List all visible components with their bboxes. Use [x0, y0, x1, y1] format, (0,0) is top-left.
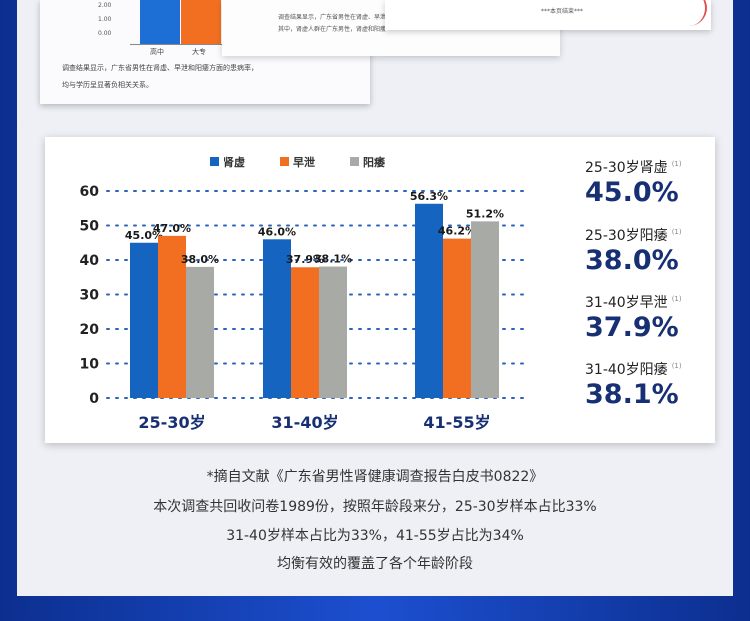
- y-tick-label: 50: [80, 219, 100, 235]
- data-label: 51.2%: [466, 207, 504, 220]
- doc-text-line: 均与学历呈显著负相关关系。: [62, 81, 153, 89]
- side-stat-value: 38.1%: [585, 379, 679, 410]
- bar: [263, 239, 291, 398]
- data-label: 47.0%: [153, 222, 191, 235]
- data-label: 56.3%: [410, 190, 448, 203]
- doc-axis-line: [130, 44, 240, 45]
- bar: [471, 221, 499, 398]
- side-stat-value: 38.0%: [585, 245, 679, 276]
- side-stat-item: 31-40岁阳痿 (1) 38.1%: [585, 359, 682, 410]
- x-tick-label: 25-30岁: [138, 413, 205, 432]
- doc-bar-orange: [181, 0, 221, 44]
- y-tick-label: 60: [80, 184, 100, 200]
- doc-red-stamp-edge: [689, 0, 707, 26]
- side-stat-label: 31-40岁阳痿: [585, 362, 668, 378]
- doc-text-line: 调查结果显示，广东省男性在肾虚、早泄和阳痿方面的患病率，: [62, 64, 258, 72]
- data-label: 38.0%: [181, 253, 219, 266]
- side-stat-note: (1): [671, 228, 682, 237]
- bar: [415, 203, 443, 398]
- y-tick-label: 20: [80, 322, 100, 338]
- bar: [291, 267, 319, 398]
- side-stat-item: 25-30岁阳痿 (1) 38.0%: [585, 225, 682, 276]
- y-tick-label: 30: [80, 288, 100, 304]
- x-tick-label: 41-55岁: [423, 413, 490, 432]
- doc-tick-label: 1.00: [98, 16, 112, 23]
- footnote-line: 本次调查共回收问卷1989份，按照年龄段来分，25-30岁样本占比33%: [153, 499, 597, 515]
- bar-chart: 肾虚 早泄 阳痿 0 10 20 30 40 50 60 45.0%47.0% 38.0% 25-30岁…: [80, 155, 526, 432]
- x-tick-label: 31-40岁: [271, 413, 338, 432]
- side-stat-note: (1): [671, 362, 682, 371]
- doc-tick-label: 2.00: [98, 2, 112, 9]
- footnote-line: 31-40岁样本占比为33%，41-55岁占比为34%: [226, 528, 524, 544]
- legend-label: 肾虚: [223, 155, 245, 169]
- legend-label: 阳痿: [363, 155, 386, 169]
- doc-end-marker: ***本页结束***: [541, 8, 584, 15]
- y-tick-label: 0: [89, 391, 99, 407]
- document-preview-right: ***本页结束***: [385, 0, 711, 30]
- doc-text-line: 其中，肾虚人群在广东男性，肾虚和阳痿: [278, 26, 387, 33]
- doc-tick-label: 0.00: [98, 30, 112, 37]
- side-stat-note: (1): [671, 295, 682, 304]
- side-stat-item: 25-30岁肾虚 (1) 45.0%: [585, 157, 682, 208]
- footnote-line: 均衡有效的覆盖了各个年龄阶段: [277, 556, 473, 572]
- side-stat-item: 31-40岁早泄 (1) 37.9%: [585, 292, 682, 343]
- doc-category-label: 大专: [192, 48, 206, 56]
- legend-swatch: [280, 157, 289, 166]
- side-stat-value: 37.9%: [585, 312, 679, 343]
- legend-swatch: [210, 157, 219, 166]
- side-stat-label: 31-40岁早泄: [585, 295, 668, 311]
- source-citation: *摘自文献《广东省男性肾健康调查报告白皮书0822》: [206, 469, 544, 485]
- data-label: 46.2%: [438, 225, 476, 238]
- legend-swatch: [350, 157, 359, 166]
- bar: [158, 235, 186, 398]
- side-stat-label: 25-30岁阳痿: [585, 228, 668, 244]
- y-tick-label: 40: [80, 253, 100, 269]
- data-label: 38.1%: [314, 253, 352, 266]
- doc-bar-blue: [140, 0, 180, 44]
- data-label: 45.0%: [125, 229, 163, 242]
- side-stat-label: 25-30岁肾虚: [585, 160, 668, 176]
- bar: [319, 266, 347, 398]
- y-tick-label: 10: [80, 357, 100, 373]
- chart-card: 肾虚 早泄 阳痿 0 10 20 30 40 50 60 45.0% 47.0% 38.0% 25-30岁…: [45, 137, 715, 443]
- data-label: 37.9%: [286, 253, 324, 266]
- side-stat-note: (1): [671, 160, 682, 169]
- data-label: 46.0%: [258, 225, 296, 238]
- bar: [443, 238, 471, 398]
- side-stat-value: 45.0%: [585, 177, 679, 208]
- bar: [186, 266, 214, 398]
- doc-text-line: 调查结果显示，广东省男性在肾虚、早泄和阳痿: [278, 14, 405, 21]
- legend-label: 早泄: [293, 155, 315, 169]
- doc-category-label: 高中: [150, 48, 164, 56]
- bar: [130, 242, 158, 398]
